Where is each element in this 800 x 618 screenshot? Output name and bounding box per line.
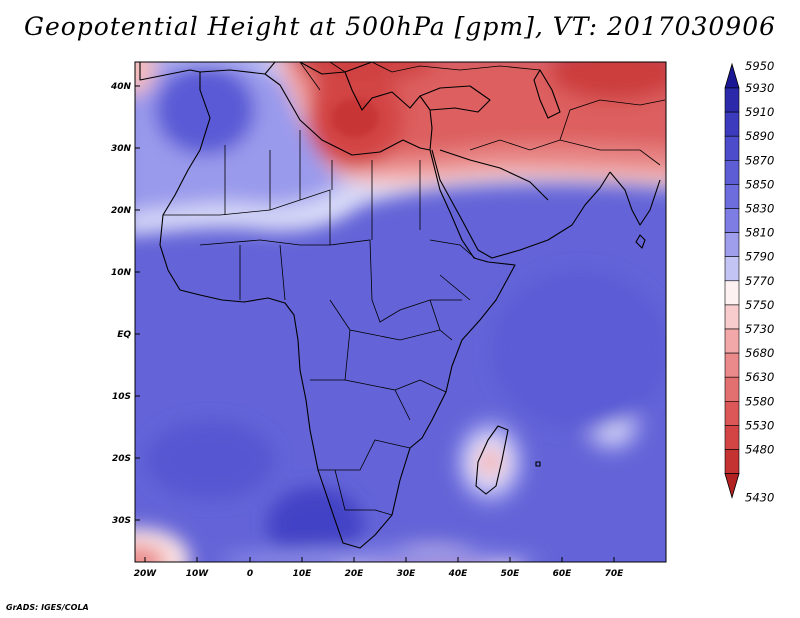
- lon-label-20e: 20E: [345, 569, 365, 579]
- colorbar-label: 5910: [745, 105, 774, 119]
- colorbar-label: 5830: [745, 202, 774, 216]
- lat-label-10n: 10N: [111, 268, 132, 278]
- colorbar-swatch: [724, 111, 740, 137]
- lon-label-40e: 40E: [448, 569, 469, 579]
- country-borders: [163, 62, 666, 516]
- lon-label-50e: 50E: [501, 569, 521, 579]
- colorbar-swatch: [724, 160, 740, 185]
- lon-label-30e: 30E: [397, 569, 417, 579]
- lat-label-30s: 30S: [112, 516, 131, 526]
- colorbar-label: 5790: [745, 250, 774, 264]
- lon-label-0: 0: [247, 569, 253, 579]
- colorbar-label: 5480: [745, 443, 774, 457]
- lon-label-20w: 20W: [134, 569, 158, 579]
- colorbar-swatch: [724, 256, 740, 282]
- colorbar-swatch: [724, 87, 740, 113]
- colorbar-label: 5870: [745, 153, 774, 167]
- colorbar-swatch: [724, 184, 740, 209]
- colorbar-swatch: [724, 376, 740, 402]
- lat-axis: 40N 30N 20N 10N EQ 10S 20S 30S: [110, 82, 140, 526]
- colorbar-swatch: [724, 280, 740, 306]
- coastlines: [139, 62, 661, 549]
- plot-frame: [134, 61, 667, 563]
- colorbar-swatch: [724, 328, 740, 354]
- colorbar-label: 5430: [745, 491, 774, 505]
- colorbar-label: 5950: [745, 59, 774, 73]
- lat-label-40n: 40N: [110, 82, 132, 92]
- colorbar-swatch: [724, 232, 740, 258]
- lon-label-10w: 10W: [186, 569, 210, 579]
- colorbar-swatch: [724, 425, 740, 450]
- colorbar-label: 5930: [745, 81, 774, 95]
- colorbar-label: 5530: [745, 418, 774, 432]
- height-field: [135, 62, 666, 562]
- colorbar-swatch: [724, 400, 740, 426]
- colorbar-label: 5730: [745, 322, 774, 336]
- colorbar-label: 5580: [745, 394, 774, 408]
- colorbar-label: 5750: [745, 298, 774, 312]
- colorbar-swatch: [724, 304, 740, 330]
- lat-label-20n: 20N: [111, 206, 132, 216]
- colorbar-label: 5630: [745, 370, 774, 384]
- lat-label-30n: 30N: [111, 144, 132, 154]
- colorbar: 5950 5930 5910 5890 5870 5850 5830 5810 5790 5770…: [724, 59, 774, 505]
- credit-text: GrADS: IGES/COLA: [6, 603, 89, 612]
- colorbar-max-arrow: [724, 62, 740, 89]
- colorbar-swatch: [724, 208, 740, 233]
- colorbar-swatch: [724, 135, 740, 161]
- colorbar-label: 5770: [745, 274, 774, 288]
- lon-axis: 20W 10W 0 10E 20E 30E 40E 50E 60E 70E: [134, 557, 624, 579]
- lon-label-70e: 70E: [605, 569, 625, 579]
- colorbar-swatch: [724, 352, 740, 378]
- colorbar-label: 5850: [745, 177, 774, 191]
- colorbar-label: 5810: [745, 226, 774, 240]
- lat-label-10s: 10S: [112, 392, 131, 402]
- lon-label-60e: 60E: [553, 569, 573, 579]
- colorbar-label: 5680: [745, 346, 774, 360]
- lat-label-20s: 20S: [112, 454, 131, 464]
- lon-label-10e: 10E: [293, 569, 313, 579]
- lat-label-eq: EQ: [117, 330, 131, 340]
- colorbar-min-arrow: [724, 473, 740, 500]
- map-title: Geopotential Height at 500hPa [gpm], VT:…: [23, 12, 777, 41]
- colorbar-swatch: [724, 449, 740, 474]
- colorbar-label: 5890: [745, 129, 774, 143]
